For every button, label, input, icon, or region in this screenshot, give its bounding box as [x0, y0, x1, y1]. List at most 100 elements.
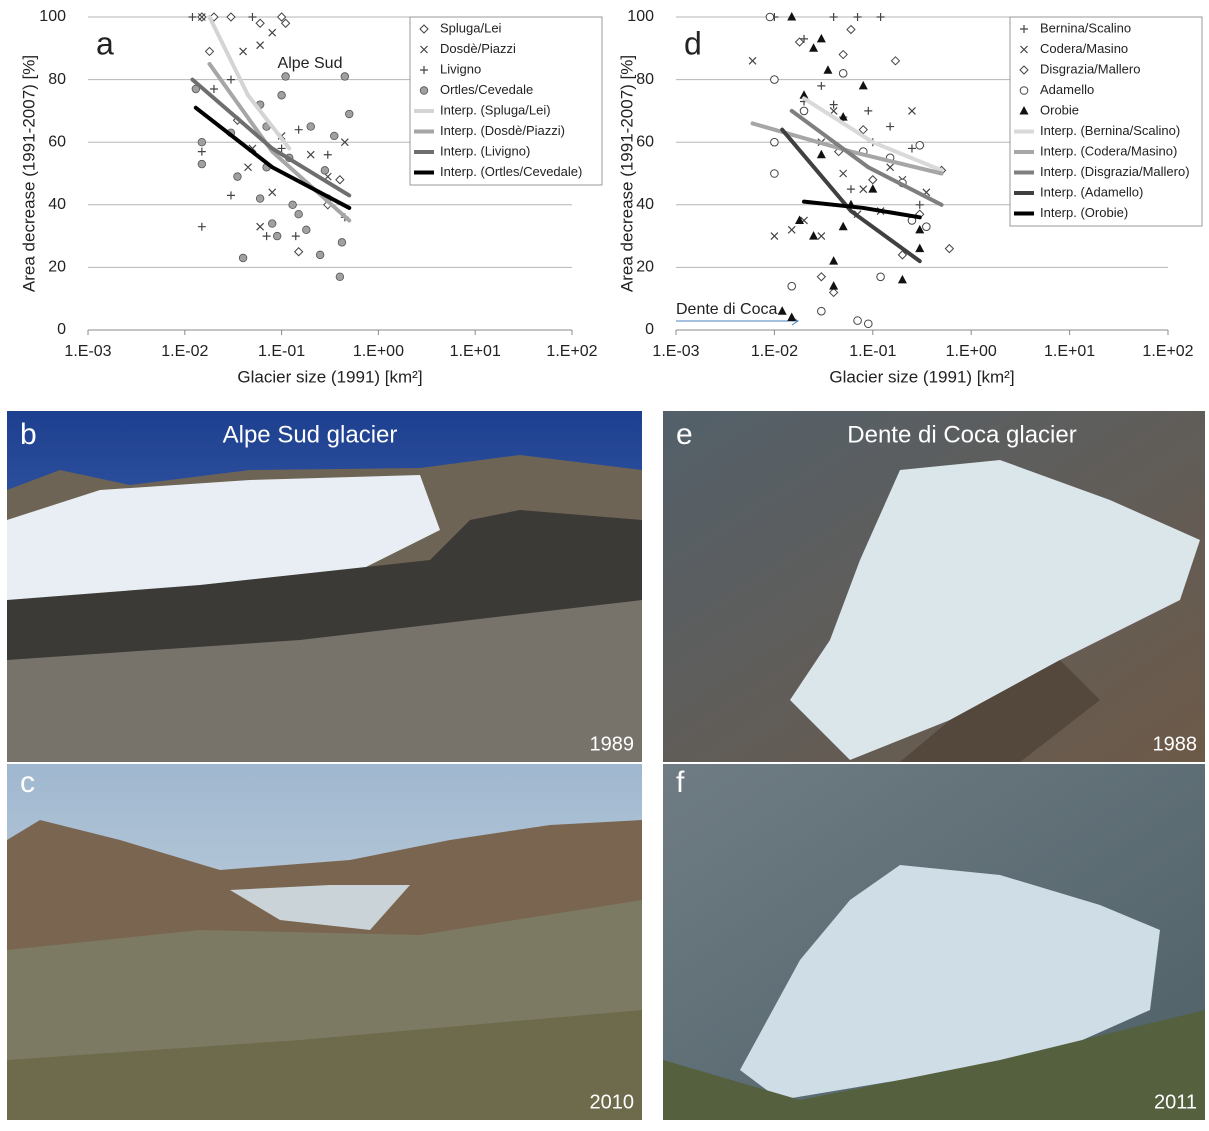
x-tick-label: 1.E-02 [751, 343, 798, 360]
fit-line [792, 111, 942, 205]
y-tick-label: 60 [48, 133, 66, 150]
legend-label: Interp. (Spluga/Lei) [440, 102, 551, 117]
marker [809, 231, 818, 240]
marker [908, 107, 915, 114]
marker [248, 13, 256, 21]
marker [916, 142, 924, 150]
marker [847, 26, 855, 34]
marker [316, 251, 324, 259]
annotation: Dente di Coca [676, 301, 777, 318]
marker [887, 164, 894, 171]
marker [788, 226, 795, 233]
marker [234, 173, 242, 181]
marker [908, 144, 916, 152]
marker [829, 256, 838, 265]
x-tick-label: 1.E-03 [652, 343, 699, 360]
marker [257, 42, 264, 49]
marker [787, 12, 796, 21]
marker [256, 195, 264, 203]
photo-year: 2010 [590, 1091, 635, 1113]
marker [749, 57, 756, 64]
marker [829, 281, 838, 290]
marker [245, 164, 252, 171]
marker [330, 132, 338, 140]
marker [840, 170, 847, 177]
marker [818, 307, 826, 315]
x-axis-label: Glacier size (1991) [km²] [829, 367, 1014, 386]
marker [321, 167, 329, 175]
marker [854, 317, 862, 325]
marker [307, 123, 315, 131]
legend-label: Spluga/Lei [440, 20, 502, 35]
marker [869, 176, 877, 184]
photo-title: Dente di Coca glacier [847, 421, 1076, 448]
marker [269, 189, 276, 196]
marker [916, 201, 924, 209]
marker [830, 13, 838, 21]
photo-c: c 2010 [7, 764, 642, 1120]
marker [839, 70, 847, 78]
marker [240, 48, 247, 55]
marker [817, 273, 825, 281]
marker [278, 91, 286, 99]
y-tick-label: 100 [627, 8, 654, 25]
y-axis-label: Area decrease (1991-2007) [%] [19, 55, 38, 292]
marker [257, 223, 264, 230]
marker [891, 57, 899, 65]
marker [198, 138, 206, 146]
marker [859, 81, 868, 90]
legend-label: Interp. (Orobie) [1040, 205, 1128, 220]
marker [923, 223, 931, 231]
photo-year: 2011 [1154, 1091, 1197, 1113]
legend-marker [420, 87, 428, 95]
marker [227, 76, 235, 84]
marker [886, 123, 894, 131]
marker [864, 107, 872, 115]
marker [269, 29, 276, 36]
marker [818, 233, 825, 240]
marker [839, 222, 848, 231]
legend-label: Livigno [440, 61, 481, 76]
x-tick-label: 1.E+00 [353, 343, 404, 360]
marker [771, 170, 779, 178]
legend-label: Interp. (Adamello) [1040, 184, 1143, 199]
marker [868, 184, 877, 193]
photo-f: f 2011 [663, 764, 1205, 1120]
marker [268, 220, 276, 228]
legend-label: Disgrazia/Mallero [1040, 61, 1140, 76]
marker [345, 110, 353, 118]
panel-label: d [684, 25, 702, 61]
legend-label: Bernina/Scalino [1040, 20, 1131, 35]
legend-label: Adamello [1040, 82, 1094, 97]
marker [198, 148, 206, 156]
legend-label: Codera/Masino [1040, 41, 1128, 56]
y-tick-label: 20 [636, 259, 654, 276]
marker [823, 65, 832, 74]
photo-title: Alpe Sud glacier [223, 421, 398, 448]
photo-year: 1988 [1153, 733, 1198, 755]
fit-line [804, 202, 920, 218]
marker [188, 13, 196, 21]
marker [847, 185, 855, 193]
legend-label: Interp. (Livigno) [440, 143, 530, 158]
y-tick-label: 40 [48, 196, 66, 213]
y-tick-label: 20 [48, 259, 66, 276]
x-tick-label: 1.E+01 [450, 343, 501, 360]
marker [210, 85, 218, 93]
marker [263, 232, 271, 240]
photo-e: e Dente di Coca glacier 1988 [663, 411, 1205, 762]
marker [289, 201, 297, 209]
panel-label: b [20, 418, 37, 451]
y-tick-label: 80 [48, 71, 66, 88]
y-axis-label: Area decrease (1991-2007) [%] [617, 55, 636, 292]
annotation: Alpe Sud [278, 55, 343, 72]
marker [295, 126, 303, 134]
marker [877, 13, 885, 21]
marker [336, 273, 344, 281]
marker [239, 254, 247, 262]
marker [338, 239, 346, 247]
marker [324, 151, 332, 159]
photo-year: 1989 [590, 733, 635, 755]
marker [198, 223, 206, 231]
panel-label: e [676, 418, 693, 451]
